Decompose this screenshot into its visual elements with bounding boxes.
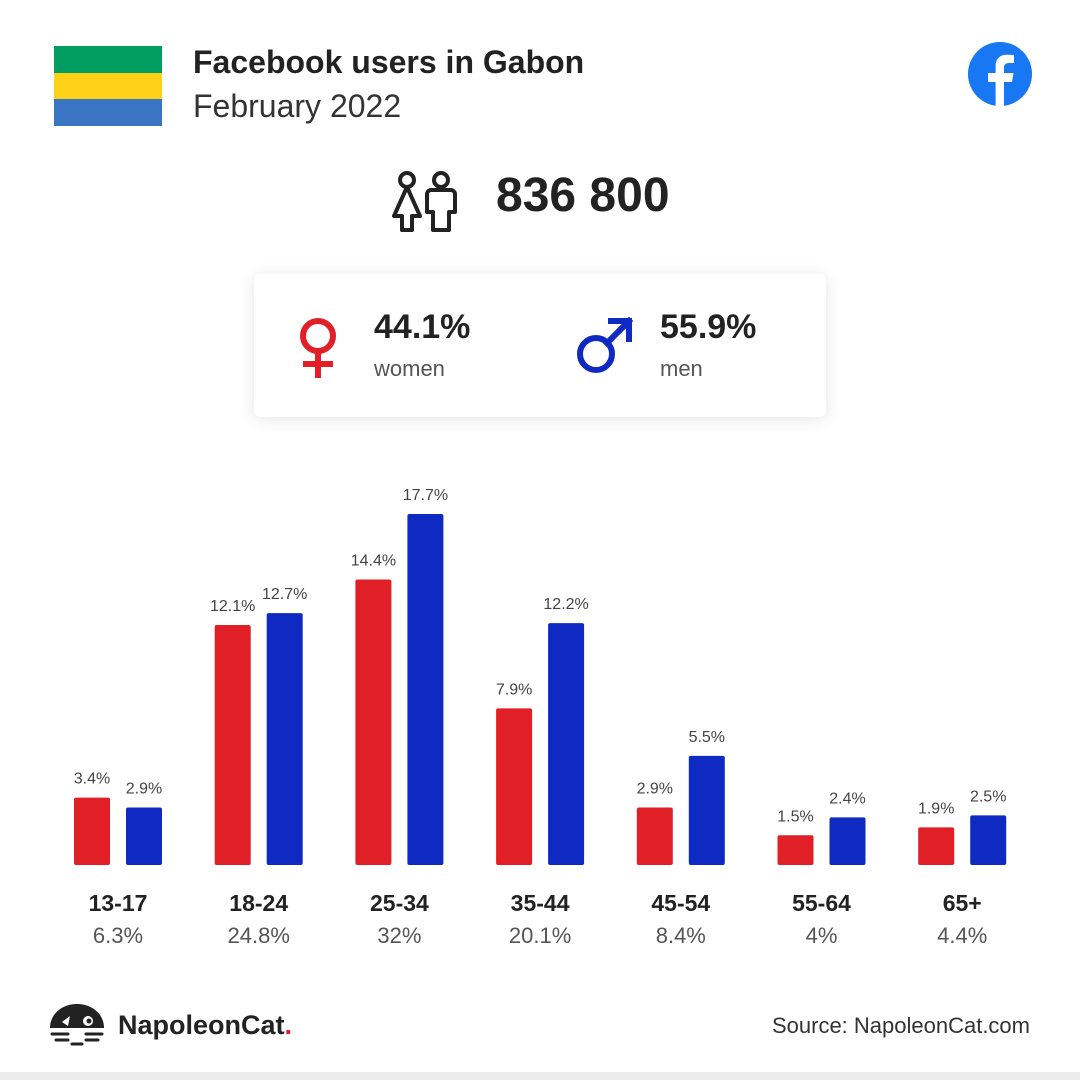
data-label: 12.1% [210,598,255,615]
bar-18-24-men [266,613,303,865]
gender-card: 44.1% women 55.9% men [254,274,826,417]
bar-13-17-men [126,807,162,865]
brand-dot: . [284,1010,293,1040]
men-label: men [660,356,703,381]
bar-45-54-men [688,755,725,865]
data-label: 1.9% [918,800,954,817]
data-label: 3.4% [74,771,110,788]
category-label: 55-64 [792,890,851,916]
country-flag [54,46,162,126]
data-label: 2.9% [126,780,162,797]
data-label: 2.9% [637,780,673,797]
category-label: 35-44 [511,890,570,916]
bar-65+-men [970,815,1007,865]
source-text: Source: NapoleonCat.com [771,1013,1030,1038]
category-total: 32% [377,923,421,948]
category-label: 45-54 [651,890,710,916]
bar-55-64-men [829,817,866,865]
data-label: 2.4% [829,790,865,807]
category-label: 13-17 [89,890,148,916]
category-total: 4% [806,923,838,948]
data-label: 1.5% [777,808,813,825]
data-label: 5.5% [689,729,725,746]
page-title: Facebook users in Gabon [193,44,585,80]
women-label: women [374,356,445,381]
category-total: 24.8% [228,923,290,948]
category-label: 25-34 [370,890,429,916]
bar-25-34-women [355,579,392,865]
flag-stripe-green [54,46,162,73]
bottom-strip [0,1072,1080,1080]
category-total: 20.1% [509,923,571,948]
bar-25-34-men [407,514,444,865]
category-label: 65+ [943,890,982,916]
category-total: 8.4% [656,923,706,948]
brand-name-text: NapoleonCat [118,1010,285,1040]
bar-18-24-women [214,625,251,865]
flag-stripe-yellow [54,72,162,100]
category-total: 6.3% [93,923,143,948]
female-icon [300,318,336,378]
bar-65+-women [918,827,955,865]
bar-13-17-women [74,797,110,865]
total-users-value: 836 800 [496,169,670,222]
users-icon [392,171,457,232]
data-label: 7.9% [496,681,532,698]
page-subtitle: February 2022 [193,88,402,124]
bar-55-64-women [777,835,814,865]
data-label: 12.2% [543,596,588,613]
bar-45-54-women [636,807,673,865]
facebook-icon[interactable] [968,42,1032,106]
flag-stripe-blue [54,99,162,126]
category-label: 18-24 [229,890,288,916]
men-percentage: 55.9% [660,308,757,346]
women-percentage: 44.1% [374,308,471,346]
data-label: 2.5% [970,788,1006,805]
bar-35-44-men [548,623,585,865]
age-gender-bar-chart: 3.4% 2.9% 13-17 6.3% 12.1% 12.7% 18-24 24.8% 14.… [74,487,1007,948]
data-label: 14.4% [351,552,396,569]
brand-name: NapoleonCat. [118,1010,292,1041]
data-label: 17.7% [403,487,448,504]
bar-35-44-women [496,708,533,865]
category-total: 4.4% [937,923,987,948]
data-label: 12.7% [262,586,307,603]
napoleoncat-icon [50,1004,104,1046]
male-icon [577,316,634,373]
